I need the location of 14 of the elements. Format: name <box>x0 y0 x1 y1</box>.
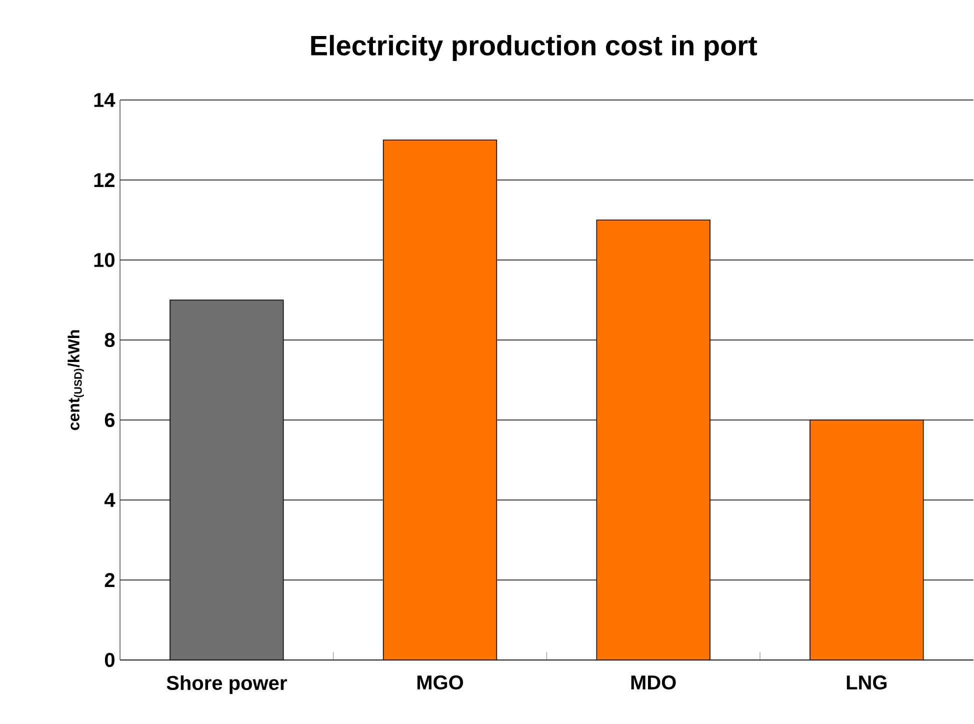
x-tick-label: MDO <box>631 675 676 690</box>
chart-title: Electricity production cost in port <box>311 34 758 62</box>
x-tick-label: MGO <box>417 675 464 690</box>
y-tick-label: 12 <box>94 173 114 187</box>
x-tick-label: Shore power <box>166 675 287 694</box>
y-tick-label: 8 <box>104 332 115 348</box>
y-axis-title: cent$_{(USD)}$/kWh <box>68 330 84 430</box>
x-tick-label: LNG <box>846 675 887 690</box>
y-tick-label: 0 <box>104 652 114 668</box>
y-tick-label: 6 <box>104 412 115 428</box>
y-tick-label: 2 <box>104 573 114 587</box>
y-tick-label: 14 <box>94 93 116 107</box>
y-tick-label: 10 <box>94 252 114 268</box>
y-tick-label: 4 <box>104 493 116 507</box>
